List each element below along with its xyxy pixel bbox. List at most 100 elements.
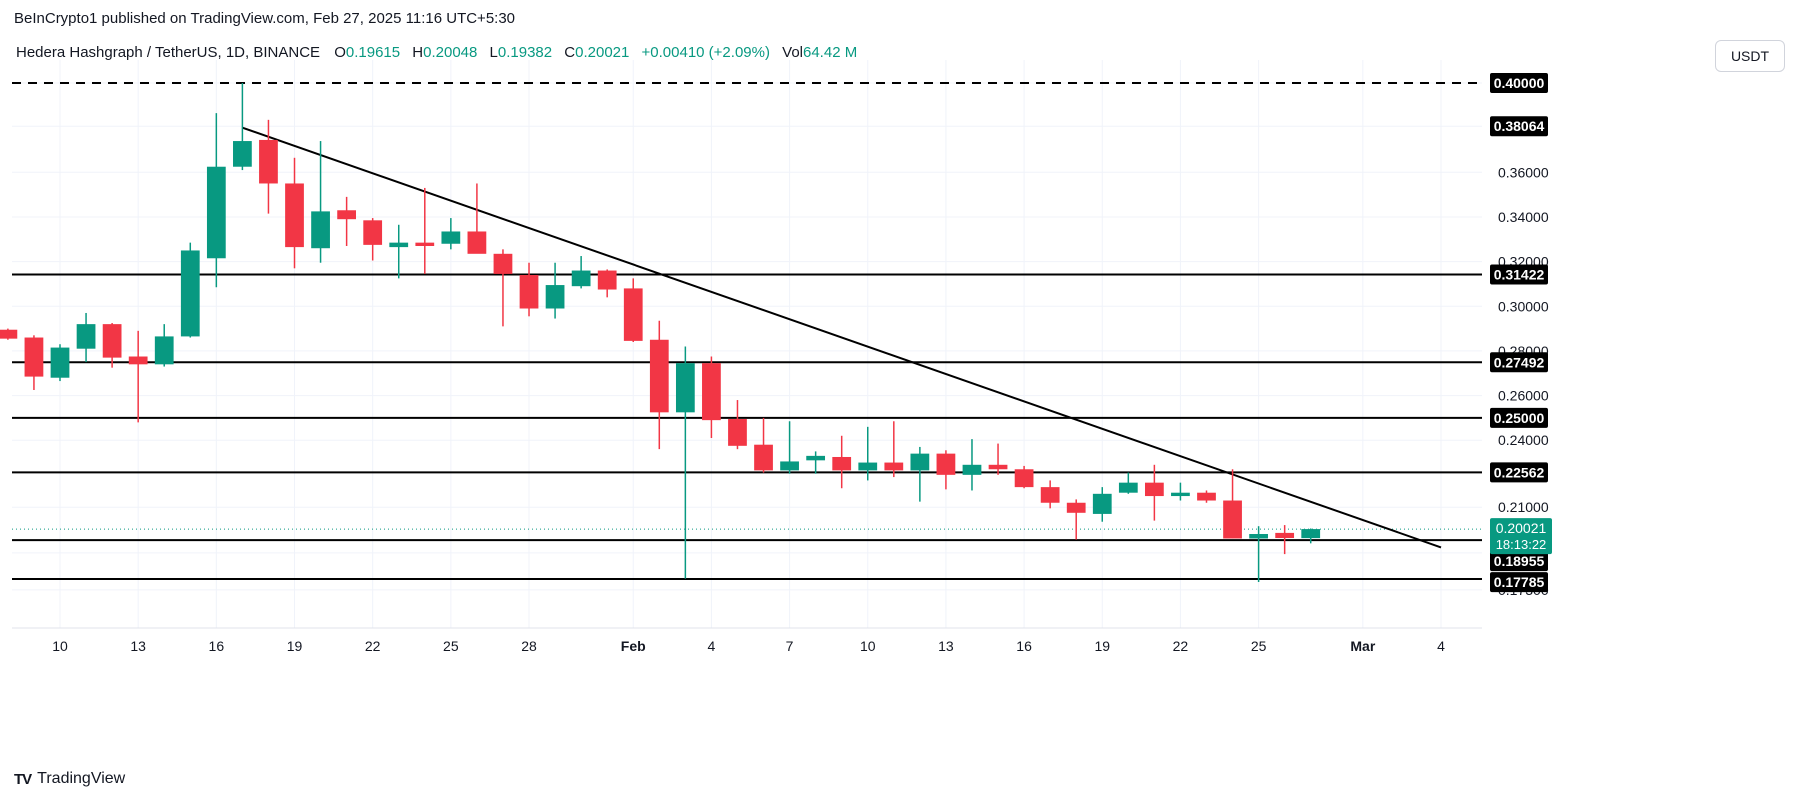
candle-up [50,344,70,382]
time-tick-label: 25 [1251,638,1267,654]
price-tick-label: 0.36000 [1498,164,1549,180]
candle-body [467,231,487,254]
time-tick-label: 10 [860,638,876,654]
close-label: C [564,44,576,61]
candle-up [910,446,930,502]
candle-up [1301,528,1321,544]
candle-down [519,262,539,317]
candle-down [1275,525,1295,555]
price-level-badge-bg [1490,551,1548,572]
candle-body [1275,532,1295,539]
candles-layer [0,83,1321,583]
price-level-badge: 0.22562 [1490,462,1548,483]
candle-up [389,224,409,279]
candle-up [1118,472,1138,494]
candle-body [858,462,878,471]
candle-body [128,356,148,365]
candle-body [1171,492,1190,497]
candle-up [780,421,799,474]
price-level-badge-text: 0.25000 [1494,410,1545,426]
candle-down [702,356,721,439]
candle-body [415,242,435,246]
brand: TV TradingView [14,770,125,788]
time-tick-label: 4 [1437,638,1445,654]
time-tick-label: 19 [287,638,303,654]
candle-up [858,426,878,481]
candle-up [545,262,565,319]
price-level-badge: 0.18955 [1490,551,1548,572]
price-tick-label: 0.24000 [1498,432,1549,448]
candle-body [936,453,956,475]
candle-body [519,275,539,309]
price-level-badge-text: 0.38064 [1494,118,1545,134]
candle-down [832,435,852,489]
candle-body [910,453,930,471]
candle-up [233,83,252,171]
candle-down [597,269,617,298]
time-tick-label: 13 [130,638,146,654]
candle-down [649,320,669,450]
candle-down [0,328,18,340]
candle-body [233,141,252,167]
candle-body [1066,502,1086,513]
symbol-title[interactable]: Hedera Hashgraph / TetherUS, 1D, BINANCE [16,44,321,61]
candle-body [1040,487,1060,503]
change-value: +0.00410 (+2.09%) [641,44,770,61]
current-price-badge-bg [1490,518,1552,555]
candle-body [259,139,278,184]
candle-up [1171,482,1190,501]
currency-button[interactable]: USDT [1715,40,1785,72]
candle-down [1014,465,1034,489]
candle-body [1223,500,1242,539]
candle-body [962,464,982,475]
candle-down [102,323,122,368]
candle-up [675,346,695,579]
price-level-badge-bg [1490,264,1548,285]
price-tick-label: 0.21000 [1498,499,1549,515]
candle-body [780,461,799,471]
candle-down [623,278,643,342]
trendline-layer [242,126,1442,549]
time-tick-label: 25 [443,638,459,654]
price-level-badge: 0.27492 [1490,352,1548,373]
candle-down [1040,480,1060,509]
price-level-badge: 0.31422 [1490,264,1548,285]
time-tick-label: 22 [365,638,381,654]
candle-body [675,363,695,413]
time-tick-label: 7 [786,638,794,654]
price-level-badge: 0.17785 [1490,572,1548,593]
candle-body [832,456,852,471]
time-tick-label: 4 [708,638,716,654]
time-tick-label: 28 [521,638,537,654]
time-tick-label: Feb [621,638,646,654]
candle-body [363,220,383,245]
price-tick-label: 0.30000 [1498,298,1549,314]
price-tick-label: 0.34000 [1498,209,1549,225]
candle-body [1249,534,1268,539]
price-level-badge-bg [1490,116,1548,137]
candle-up [571,256,591,289]
candle-body [1092,493,1112,514]
time-tick-label: 10 [52,638,68,654]
candle-body [0,329,18,339]
candle-down [259,119,278,214]
candle-body [50,347,70,378]
candle-down [363,218,383,261]
time-tick-label: 16 [209,638,225,654]
candle-body [154,336,174,365]
time-axis: 10 13 16 19 22 25 28 Feb 4 7 10 13 16 19 22 25 Mar 4 [52,638,1445,654]
symbol-legend: Hedera Hashgraph / TetherUS, 1D, BINANCE… [16,44,865,61]
candle-body [441,231,461,244]
candle-down [285,157,304,269]
low-label: L [489,44,498,61]
candle-body [623,288,643,341]
current-price-text: 0.20021 [1496,520,1547,536]
open-value: 0.19615 [345,44,401,61]
descending-trendline [242,126,1442,549]
price-level-badge-text: 0.18955 [1494,553,1545,569]
candle-body [337,210,357,220]
candle-down [988,443,1008,475]
price-level-badge-text: 0.31422 [1494,267,1545,283]
